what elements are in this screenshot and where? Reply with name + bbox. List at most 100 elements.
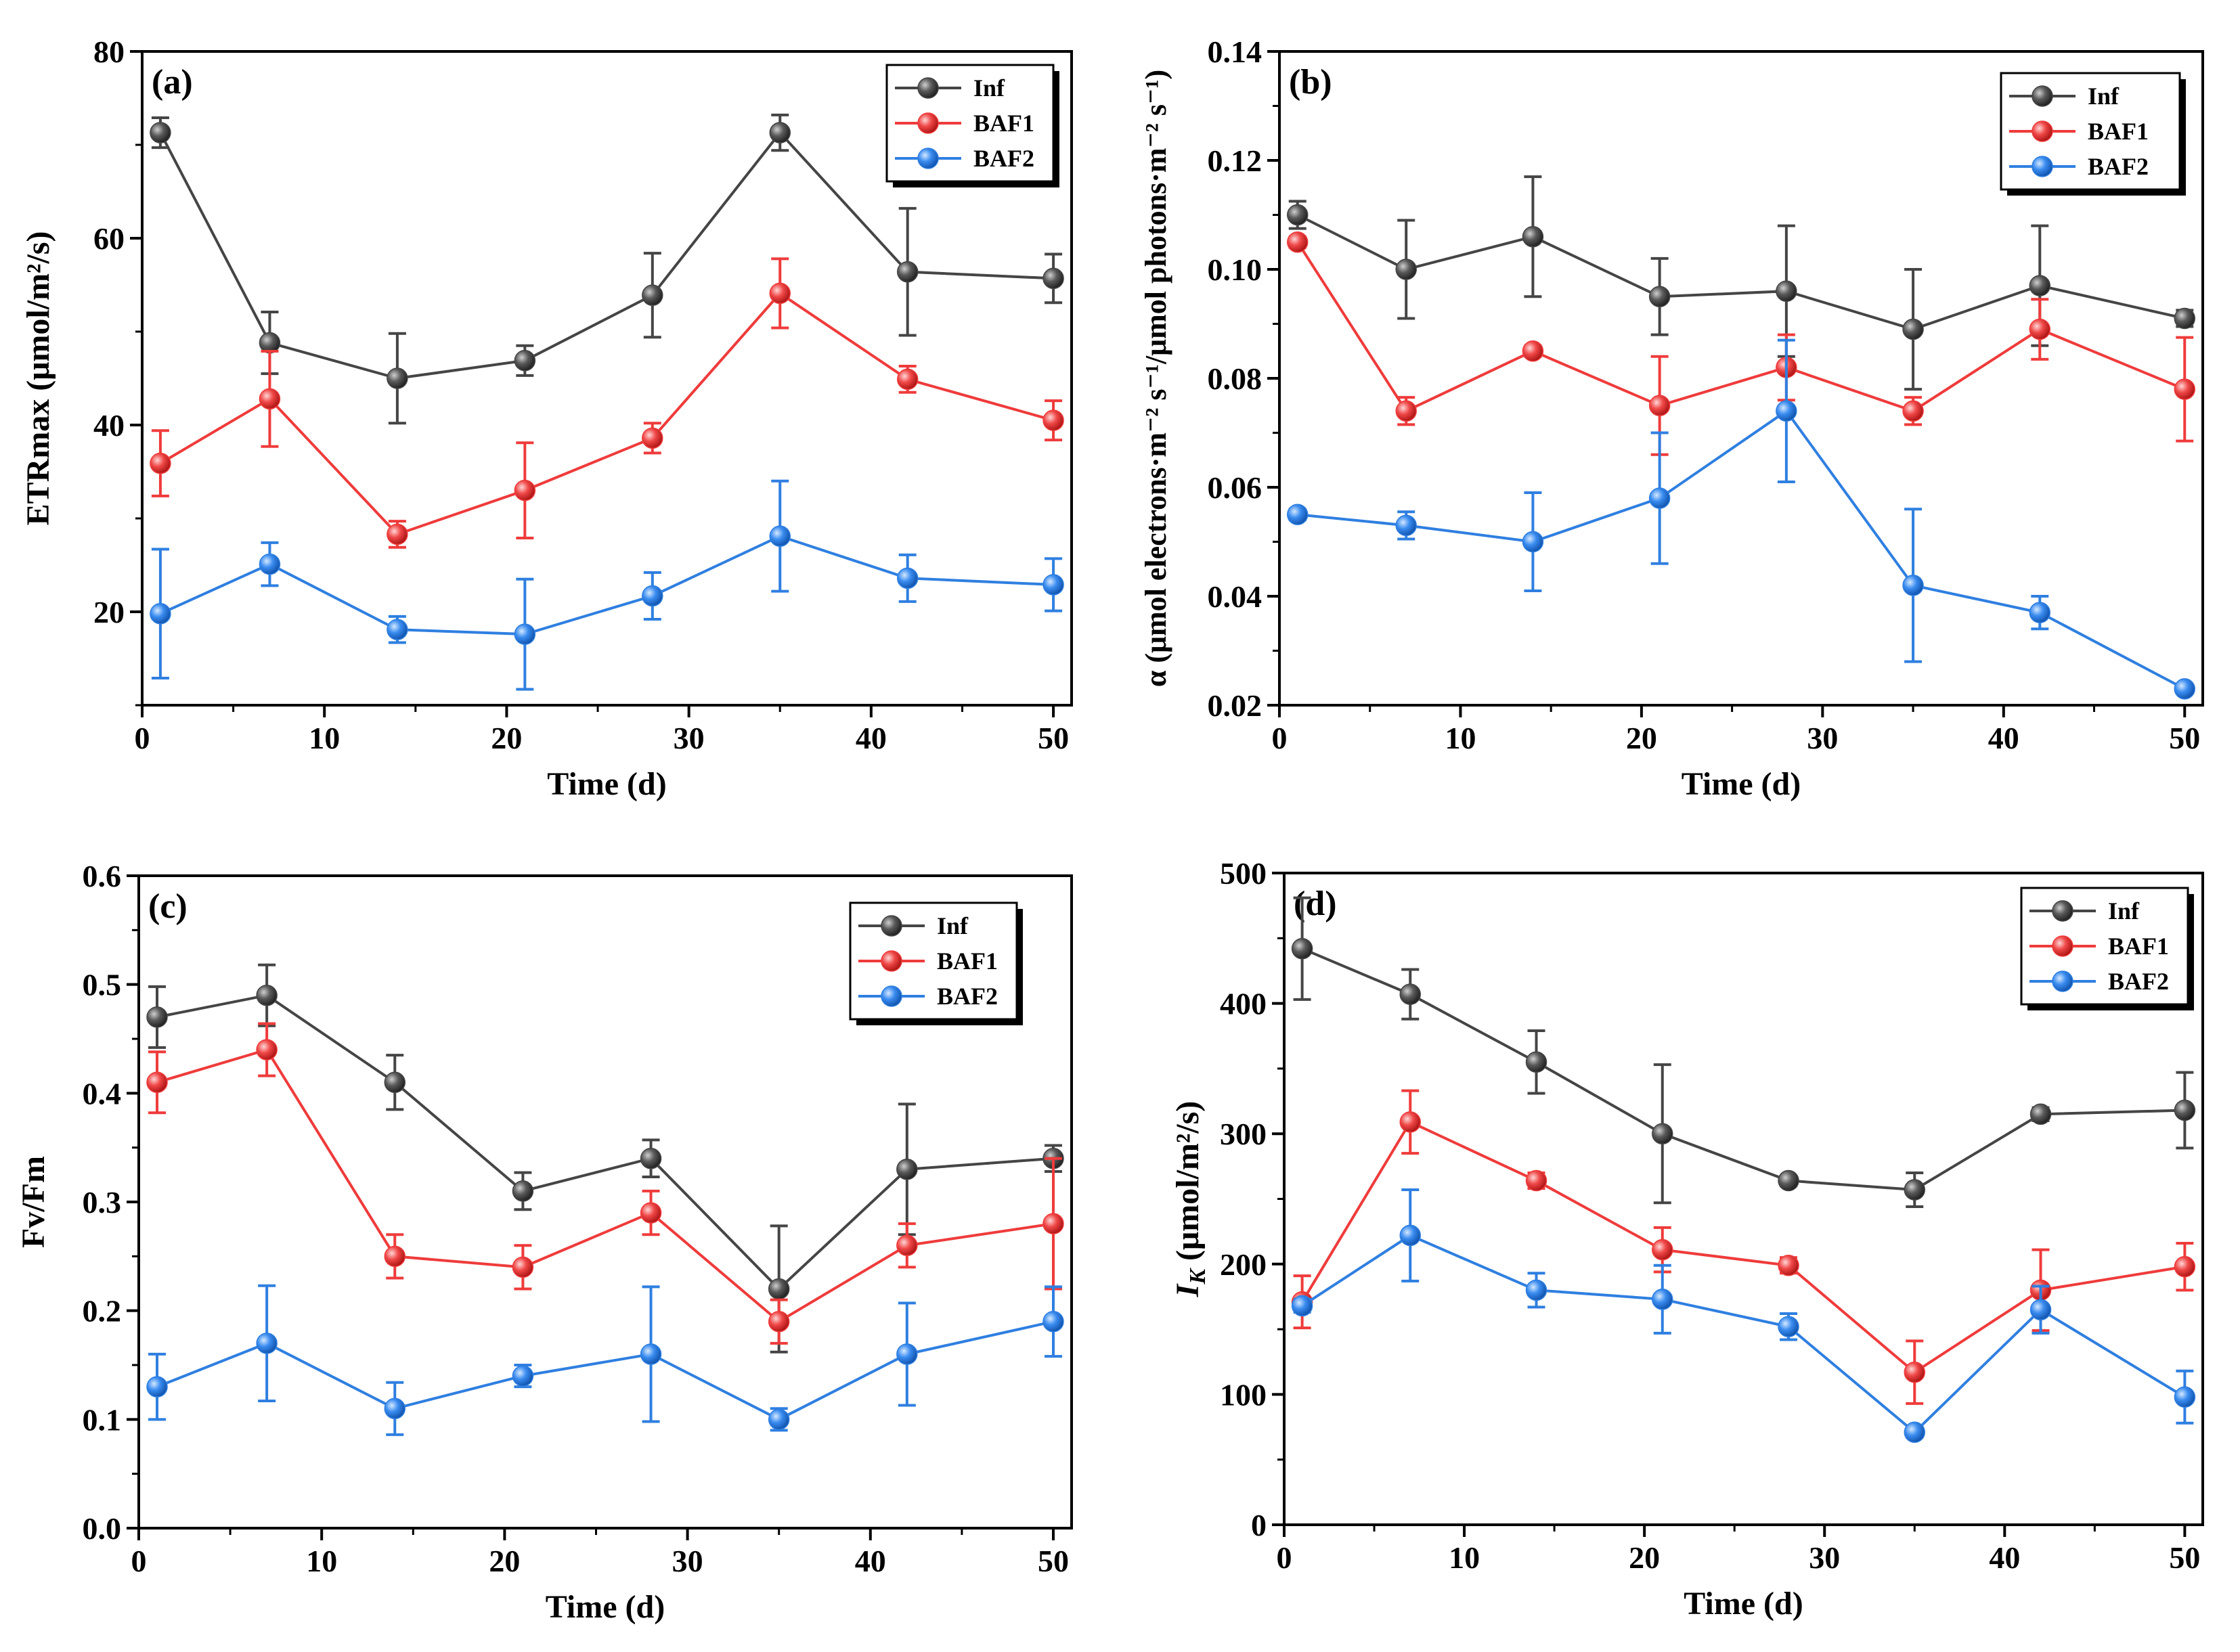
data-point bbox=[896, 1159, 918, 1180]
x-tick-label: 50 bbox=[2169, 721, 2200, 755]
x-tick-label: 50 bbox=[1038, 1544, 1069, 1578]
legend-marker bbox=[2052, 970, 2073, 992]
data-point bbox=[384, 1245, 406, 1268]
data-point bbox=[2174, 678, 2196, 700]
x-tick-label: 50 bbox=[1038, 721, 1069, 755]
data-point bbox=[1525, 1169, 1547, 1192]
data-point bbox=[1902, 318, 1924, 340]
data-point bbox=[256, 984, 278, 1006]
data-point bbox=[1286, 504, 1309, 525]
data-point bbox=[2174, 378, 2196, 400]
data-point bbox=[512, 1256, 534, 1278]
x-axis-title: Time (d) bbox=[546, 1589, 665, 1625]
legend-marker bbox=[2032, 120, 2053, 142]
x-tick-label: 40 bbox=[1988, 721, 2019, 755]
legend-label: BAF2 bbox=[937, 983, 998, 1010]
data-point bbox=[2029, 318, 2051, 340]
data-point bbox=[1042, 1213, 1064, 1234]
x-tick-label: 10 bbox=[1445, 721, 1476, 755]
data-point bbox=[768, 1278, 790, 1300]
x-tick-label: 20 bbox=[1629, 1540, 1660, 1575]
legend-label: BAF2 bbox=[2108, 968, 2169, 995]
x-tick-label: 0 bbox=[1277, 1540, 1292, 1575]
legend-marker bbox=[881, 915, 902, 937]
y-tick-label: 300 bbox=[1220, 1117, 1267, 1151]
legend-label: Inf bbox=[2088, 83, 2120, 110]
legend-marker bbox=[917, 77, 939, 99]
data-point bbox=[512, 1180, 534, 1202]
x-tick-label: 30 bbox=[1809, 1540, 1840, 1575]
series-baf1 bbox=[150, 257, 1064, 549]
y-axis-title: Fv/Fm bbox=[16, 1156, 51, 1248]
x-tick-label: 40 bbox=[856, 721, 887, 755]
y-tick-label: 0.1 bbox=[83, 1402, 122, 1437]
legend-label: Inf bbox=[2108, 897, 2140, 924]
data-point bbox=[1286, 204, 1309, 226]
data-point bbox=[256, 1039, 278, 1061]
data-point bbox=[1776, 400, 1797, 422]
data-point bbox=[387, 523, 408, 545]
legend-marker bbox=[2032, 85, 2053, 107]
panel-a: 0 10 20 30 40 50 20 40 60 80 Time (d) ETRmax (μmol/… bbox=[20, 35, 1073, 802]
data-point bbox=[2029, 602, 2051, 623]
data-point bbox=[1042, 574, 1064, 596]
data-point bbox=[1399, 983, 1422, 1005]
series-line-baf2 bbox=[1301, 1234, 2186, 1434]
y-tick-label: 80 bbox=[93, 35, 125, 69]
data-point bbox=[1286, 231, 1309, 253]
series-line-baf2 bbox=[1297, 409, 2186, 690]
y-tick-label: 0.08 bbox=[1208, 361, 1262, 396]
data-point bbox=[1525, 1051, 1547, 1073]
y-tick-label: 0 bbox=[1251, 1508, 1267, 1542]
y-tick-label: 0.4 bbox=[83, 1076, 122, 1111]
data-point bbox=[1648, 487, 1671, 509]
data-point bbox=[2174, 1099, 2196, 1121]
data-point bbox=[1291, 1295, 1313, 1317]
x-tick-label: 0 bbox=[1272, 721, 1288, 755]
y-tick-label: 0.12 bbox=[1208, 143, 1262, 178]
data-point bbox=[896, 1343, 918, 1365]
legend-marker bbox=[881, 985, 902, 1007]
y-axis-title: α (μmol electrons·m⁻² s⁻¹/μmol photons·m… bbox=[1139, 70, 1172, 687]
data-point bbox=[1042, 1310, 1064, 1333]
x-tick-label: 0 bbox=[135, 721, 150, 755]
data-point bbox=[150, 452, 171, 474]
data-point bbox=[1778, 1254, 1799, 1276]
data-point bbox=[146, 1071, 168, 1094]
series-line-baf1 bbox=[1296, 241, 2186, 413]
y-tick-label: 0.0 bbox=[83, 1511, 122, 1546]
x-tick-label: 30 bbox=[674, 721, 705, 755]
legend-marker bbox=[917, 148, 939, 169]
series-inf bbox=[1286, 175, 2196, 391]
y-tick-label: 0.3 bbox=[83, 1185, 122, 1220]
series-line-baf2 bbox=[160, 535, 1054, 636]
data-point bbox=[2174, 1255, 2196, 1278]
data-point bbox=[640, 1147, 662, 1169]
x-tick-label: 10 bbox=[306, 1544, 337, 1578]
series-line-baf1 bbox=[159, 291, 1054, 536]
data-point bbox=[1652, 1289, 1673, 1310]
y-tick-label: 0.6 bbox=[83, 859, 122, 893]
data-point bbox=[640, 1202, 662, 1224]
series-inf bbox=[146, 963, 1064, 1354]
legend: Inf BAF1 BAF2 bbox=[885, 64, 1059, 187]
data-point bbox=[146, 1376, 168, 1398]
data-point bbox=[896, 1234, 918, 1257]
series-line-inf bbox=[159, 130, 1054, 380]
y-tick-label: 100 bbox=[1220, 1377, 1267, 1412]
legend-marker bbox=[2032, 156, 2053, 177]
series-baf2 bbox=[146, 1284, 1064, 1436]
data-point bbox=[387, 367, 408, 389]
y-axis-title-sub: K bbox=[1185, 1268, 1210, 1285]
series-baf1 bbox=[146, 1022, 1064, 1345]
data-point bbox=[1042, 267, 1064, 290]
series-baf2 bbox=[150, 479, 1064, 691]
data-point bbox=[514, 350, 536, 372]
x-tick-label: 20 bbox=[491, 721, 522, 755]
plot-frame bbox=[141, 50, 1073, 707]
data-point bbox=[259, 553, 281, 575]
panel-label: (d) bbox=[1294, 885, 1337, 923]
panel-label: (a) bbox=[152, 63, 193, 102]
data-point bbox=[1778, 1316, 1799, 1337]
legend-marker bbox=[2052, 935, 2073, 957]
